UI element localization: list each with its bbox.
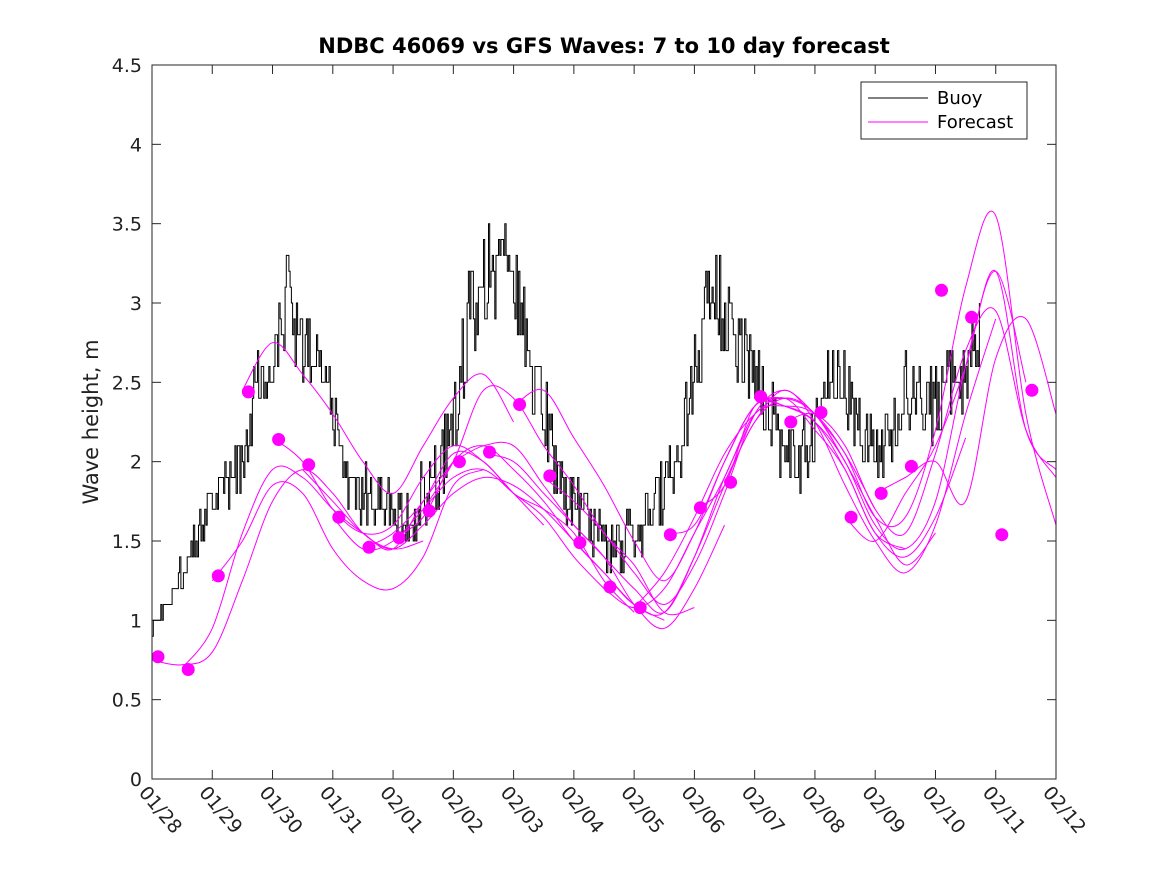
y-tick-label: 3.5 xyxy=(112,214,142,236)
buoy-line xyxy=(152,223,980,637)
forecast-run-4 xyxy=(241,342,515,494)
forecast-marker xyxy=(302,458,316,472)
forecast-marker xyxy=(904,459,918,473)
forecast-run-23 xyxy=(814,210,1057,528)
forecast-marker xyxy=(392,531,406,545)
forecast-run-25 xyxy=(874,316,1057,505)
y-tick-label: 1.5 xyxy=(112,531,142,553)
forecast-marker xyxy=(332,510,346,524)
forecast-marker xyxy=(724,475,738,489)
forecast-run-21 xyxy=(754,270,1027,551)
forecast-marker xyxy=(513,398,527,411)
forecast-marker xyxy=(422,504,436,518)
forecast-marker xyxy=(272,433,286,446)
forecast-marker xyxy=(241,385,255,399)
forecast-marker xyxy=(663,528,677,542)
forecast-marker xyxy=(874,486,888,500)
forecast-marker xyxy=(754,390,768,404)
forecast-marker xyxy=(844,510,858,524)
forecast-marker xyxy=(633,601,647,615)
forecast-run-18 xyxy=(664,396,936,566)
forecast-marker xyxy=(814,406,828,419)
chart-title: NDBC 46069 vs GFS Waves: 7 to 10 day for… xyxy=(318,34,889,58)
forecast-marker xyxy=(362,540,376,554)
forecast-marker xyxy=(995,528,1009,542)
forecast-run-12 xyxy=(483,413,756,614)
forecast-run-22 xyxy=(784,307,1057,536)
y-tick-label: 3 xyxy=(130,293,142,315)
forecast-run-7 xyxy=(332,468,605,589)
forecast-run-6 xyxy=(302,469,575,550)
y-tick-label: 2.5 xyxy=(112,372,142,394)
forecast-marker xyxy=(693,501,707,515)
forecast-run-3 xyxy=(211,469,484,591)
forecast-run-20 xyxy=(724,318,997,574)
forecast-run-24 xyxy=(844,269,1057,542)
forecast-run-15 xyxy=(573,397,846,616)
forecast-marker xyxy=(151,650,165,664)
legend-forecast-label: Forecast xyxy=(937,112,1013,133)
forecast-marker xyxy=(784,415,798,429)
forecast-marker xyxy=(181,663,195,676)
y-tick-label: 4.5 xyxy=(112,55,142,77)
forecast-marker xyxy=(603,580,617,594)
forecast-marker xyxy=(483,445,496,459)
legend-buoy-label: Buoy xyxy=(937,88,983,109)
y-tick-label: 0.5 xyxy=(112,690,142,712)
forecast-marker xyxy=(452,455,466,469)
forecast-run-14 xyxy=(543,389,816,605)
y-tick-label: 4 xyxy=(130,134,142,156)
forecast-marker xyxy=(543,469,557,483)
forecast-run-2 xyxy=(181,461,454,669)
forecast-run-10 xyxy=(422,385,695,616)
forecast-marker xyxy=(965,310,979,324)
forecast-marker xyxy=(935,283,948,297)
y-tick-label: 1 xyxy=(130,610,142,632)
forecast-run-19 xyxy=(694,399,967,558)
y-tick-label: 0 xyxy=(130,769,142,791)
plot-frame xyxy=(151,64,1057,780)
forecast-marker xyxy=(573,536,587,550)
forecast-marker xyxy=(211,569,225,583)
forecast-series xyxy=(151,210,1057,669)
forecast-markers xyxy=(151,283,1039,676)
legend: Buoy Forecast xyxy=(860,81,1028,140)
y-tick-labels: 0 0.5 1 1.5 2 2.5 3 3.5 4 4.5 xyxy=(112,55,142,791)
forecast-marker xyxy=(1025,383,1039,397)
plot-area xyxy=(152,65,1056,779)
y-tick-label: 2 xyxy=(130,452,142,474)
y-axis-label: Wave height, m xyxy=(79,339,103,504)
legend-box xyxy=(860,81,1028,140)
buoy-series xyxy=(152,223,980,637)
